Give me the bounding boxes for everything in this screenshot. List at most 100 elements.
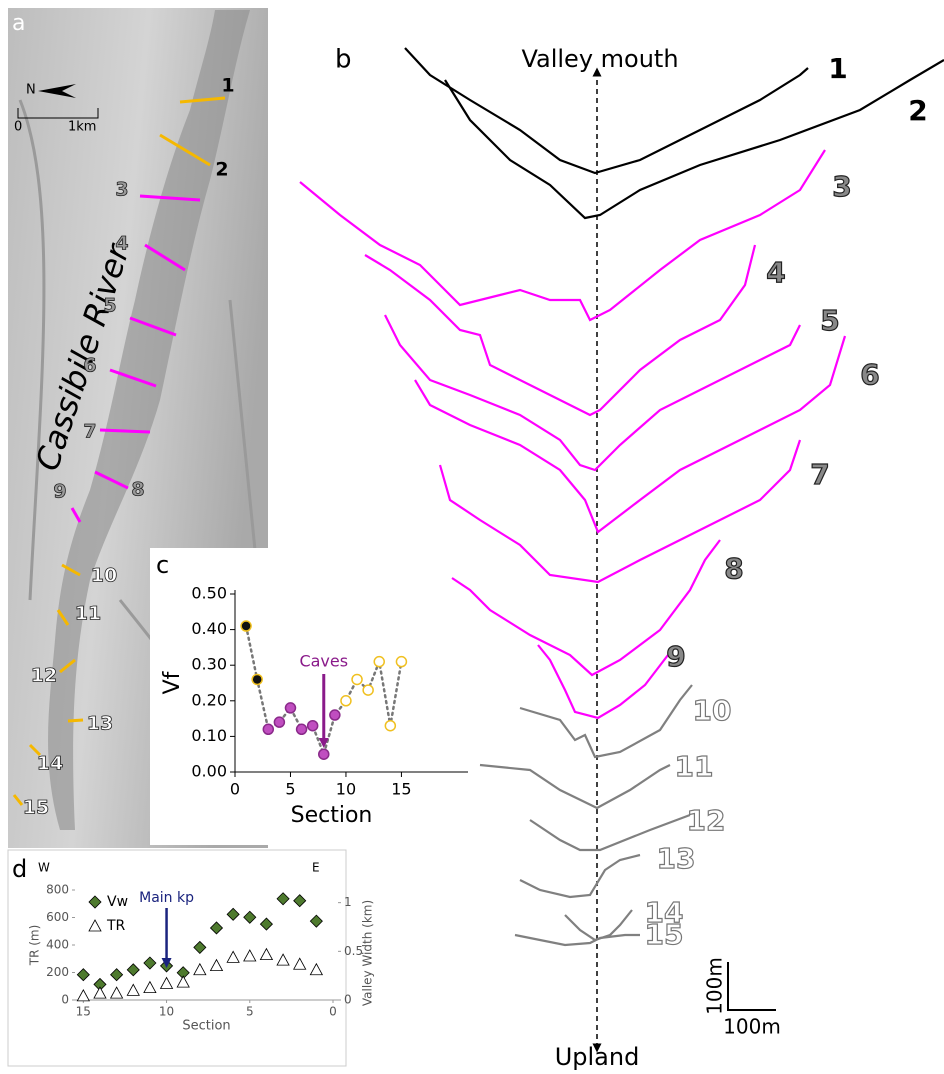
y-axis-label: Vf <box>160 670 185 694</box>
scale-vertical: 100m <box>703 957 727 1015</box>
section-label: 10 <box>91 565 117 587</box>
x-tick-label: 5 <box>246 1005 254 1019</box>
profile-label: 3 <box>832 170 851 203</box>
x-tick-label: 15 <box>391 780 411 799</box>
profile <box>480 765 670 808</box>
profile <box>365 245 755 415</box>
scale-start: 0 <box>14 120 22 135</box>
section-label: 5 <box>103 295 116 317</box>
section-label: 11 <box>75 603 101 625</box>
profile <box>440 440 800 582</box>
x-tick-label: 10 <box>159 1005 174 1019</box>
y-tick-label: 0.20 <box>191 690 227 709</box>
point <box>274 717 284 727</box>
north-label: N <box>26 83 36 98</box>
profile-label: 4 <box>766 256 785 289</box>
point <box>263 724 273 734</box>
profile <box>385 315 800 470</box>
y-tick-label: 0.30 <box>191 655 227 674</box>
profile <box>300 150 825 320</box>
point <box>363 685 373 695</box>
profile-label: 10 <box>693 694 732 727</box>
point <box>252 674 262 684</box>
section-label: 12 <box>31 665 57 687</box>
y-tick-label: 0.40 <box>191 619 227 638</box>
x-axis-label: Section <box>182 1019 230 1034</box>
y2-tick-label: 0 <box>344 993 352 1007</box>
scale-end: 1km <box>68 120 96 135</box>
profile <box>520 685 692 757</box>
profile-label: 5 <box>820 304 839 337</box>
page: {"chart_data": [ {"type": "line", "panel… <box>0 0 944 1074</box>
point <box>396 657 406 667</box>
section-label: 9 <box>53 481 66 503</box>
profile <box>520 855 640 897</box>
section-label: 1 <box>221 75 234 97</box>
point <box>385 721 395 731</box>
profile-label: 13 <box>657 842 696 875</box>
profile-label: 11 <box>675 750 714 783</box>
y-tick-label: 200 <box>46 965 69 979</box>
profile-label: 7 <box>810 458 829 491</box>
point <box>374 657 384 667</box>
x-tick-label: 15 <box>76 1005 91 1019</box>
profile-label: 12 <box>687 804 726 837</box>
profile-label: 1 <box>828 52 847 85</box>
section-line <box>68 720 83 721</box>
y-tick-label: 0.00 <box>191 762 227 781</box>
x-axis-label: Section <box>291 803 373 828</box>
profile-label: 8 <box>724 552 743 585</box>
x-tick-label: 0 <box>230 780 240 799</box>
bottom-label: Upland <box>555 1043 640 1071</box>
y-tick-label: 800 <box>46 883 69 897</box>
legend-label: Vw <box>107 894 128 910</box>
y-tick-label: 400 <box>46 938 69 952</box>
section-label: 15 <box>23 797 49 819</box>
profile-label: 6 <box>860 358 879 391</box>
x-tick-label: 5 <box>285 780 295 799</box>
point <box>341 696 351 706</box>
top-label: Valley mouth <box>521 45 678 73</box>
figure: a N 0 1km Cassibile River b Valley mouth… <box>0 0 944 1074</box>
point <box>330 710 340 720</box>
point <box>352 674 362 684</box>
section-label: 8 <box>131 479 144 501</box>
profile-label: 9 <box>666 640 685 673</box>
profile-label: 2 <box>908 94 927 127</box>
section-line <box>100 430 150 432</box>
y-axis-label: TR (m) <box>28 925 42 967</box>
profile <box>415 336 845 532</box>
annotation: Main kp <box>139 890 194 906</box>
panel-label: a <box>12 11 25 36</box>
y-tick-label: 0 <box>61 993 69 1007</box>
point <box>308 721 318 731</box>
annotation: Caves <box>299 652 348 671</box>
x-tick-label: 10 <box>336 780 356 799</box>
point <box>285 703 295 713</box>
section-label: 14 <box>37 753 63 775</box>
panel-label: b <box>335 45 352 75</box>
profile <box>538 645 668 718</box>
y2-axis-label: Valley Width (km) <box>361 900 375 1006</box>
y2-tick-label: 1 <box>344 895 352 909</box>
point <box>297 724 307 734</box>
panel-label: d <box>12 855 27 883</box>
point <box>241 621 251 631</box>
section-label: 2 <box>215 159 228 181</box>
legend-label: TR <box>106 918 126 934</box>
profile-label: 15 <box>645 918 684 951</box>
corner-label: W <box>38 861 50 875</box>
section-label: 4 <box>115 233 128 255</box>
point <box>319 749 329 759</box>
profile <box>515 935 640 945</box>
corner-label: E <box>312 861 320 875</box>
section-label: 7 <box>83 421 96 443</box>
y-tick-label: 600 <box>46 910 69 924</box>
y-tick-label: 0.10 <box>191 726 227 745</box>
scale-horizontal: 100m <box>723 1015 781 1039</box>
profile <box>445 60 944 218</box>
section-label: 6 <box>83 355 96 377</box>
y-tick-label: 0.50 <box>191 584 227 603</box>
section-label: 13 <box>87 713 113 735</box>
section-label: 3 <box>115 179 128 201</box>
